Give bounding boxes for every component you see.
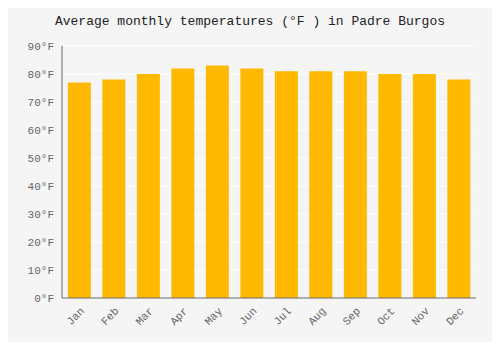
svg-text:May: May <box>203 305 226 328</box>
svg-text:70°F: 70°F <box>28 97 54 109</box>
svg-text:Dec: Dec <box>444 305 466 327</box>
svg-text:10°F: 10°F <box>28 265 54 277</box>
svg-text:90°F: 90°F <box>28 41 54 53</box>
svg-text:30°F: 30°F <box>28 209 54 221</box>
svg-text:Jul: Jul <box>272 305 294 327</box>
svg-text:Jun: Jun <box>237 305 259 327</box>
svg-text:Aug: Aug <box>306 305 328 327</box>
svg-text:Nov: Nov <box>410 305 433 328</box>
svg-text:80°F: 80°F <box>28 69 54 81</box>
svg-text:Mar: Mar <box>134 305 156 327</box>
svg-text:20°F: 20°F <box>28 237 54 249</box>
svg-text:40°F: 40°F <box>28 181 54 193</box>
svg-text:Apr: Apr <box>168 305 190 327</box>
svg-text:Sep: Sep <box>341 305 363 327</box>
svg-text:50°F: 50°F <box>28 153 54 165</box>
html-text:Average monthly temperatures (: Average monthly temperatures (°F ) in Pa… <box>55 14 445 29</box>
svg-text:Feb: Feb <box>99 305 121 327</box>
svg-text:Jan: Jan <box>65 305 87 327</box>
svg-text:Oct: Oct <box>375 305 397 327</box>
svg-text:60°F: 60°F <box>28 125 54 137</box>
svg-text:0°F: 0°F <box>34 293 54 305</box>
